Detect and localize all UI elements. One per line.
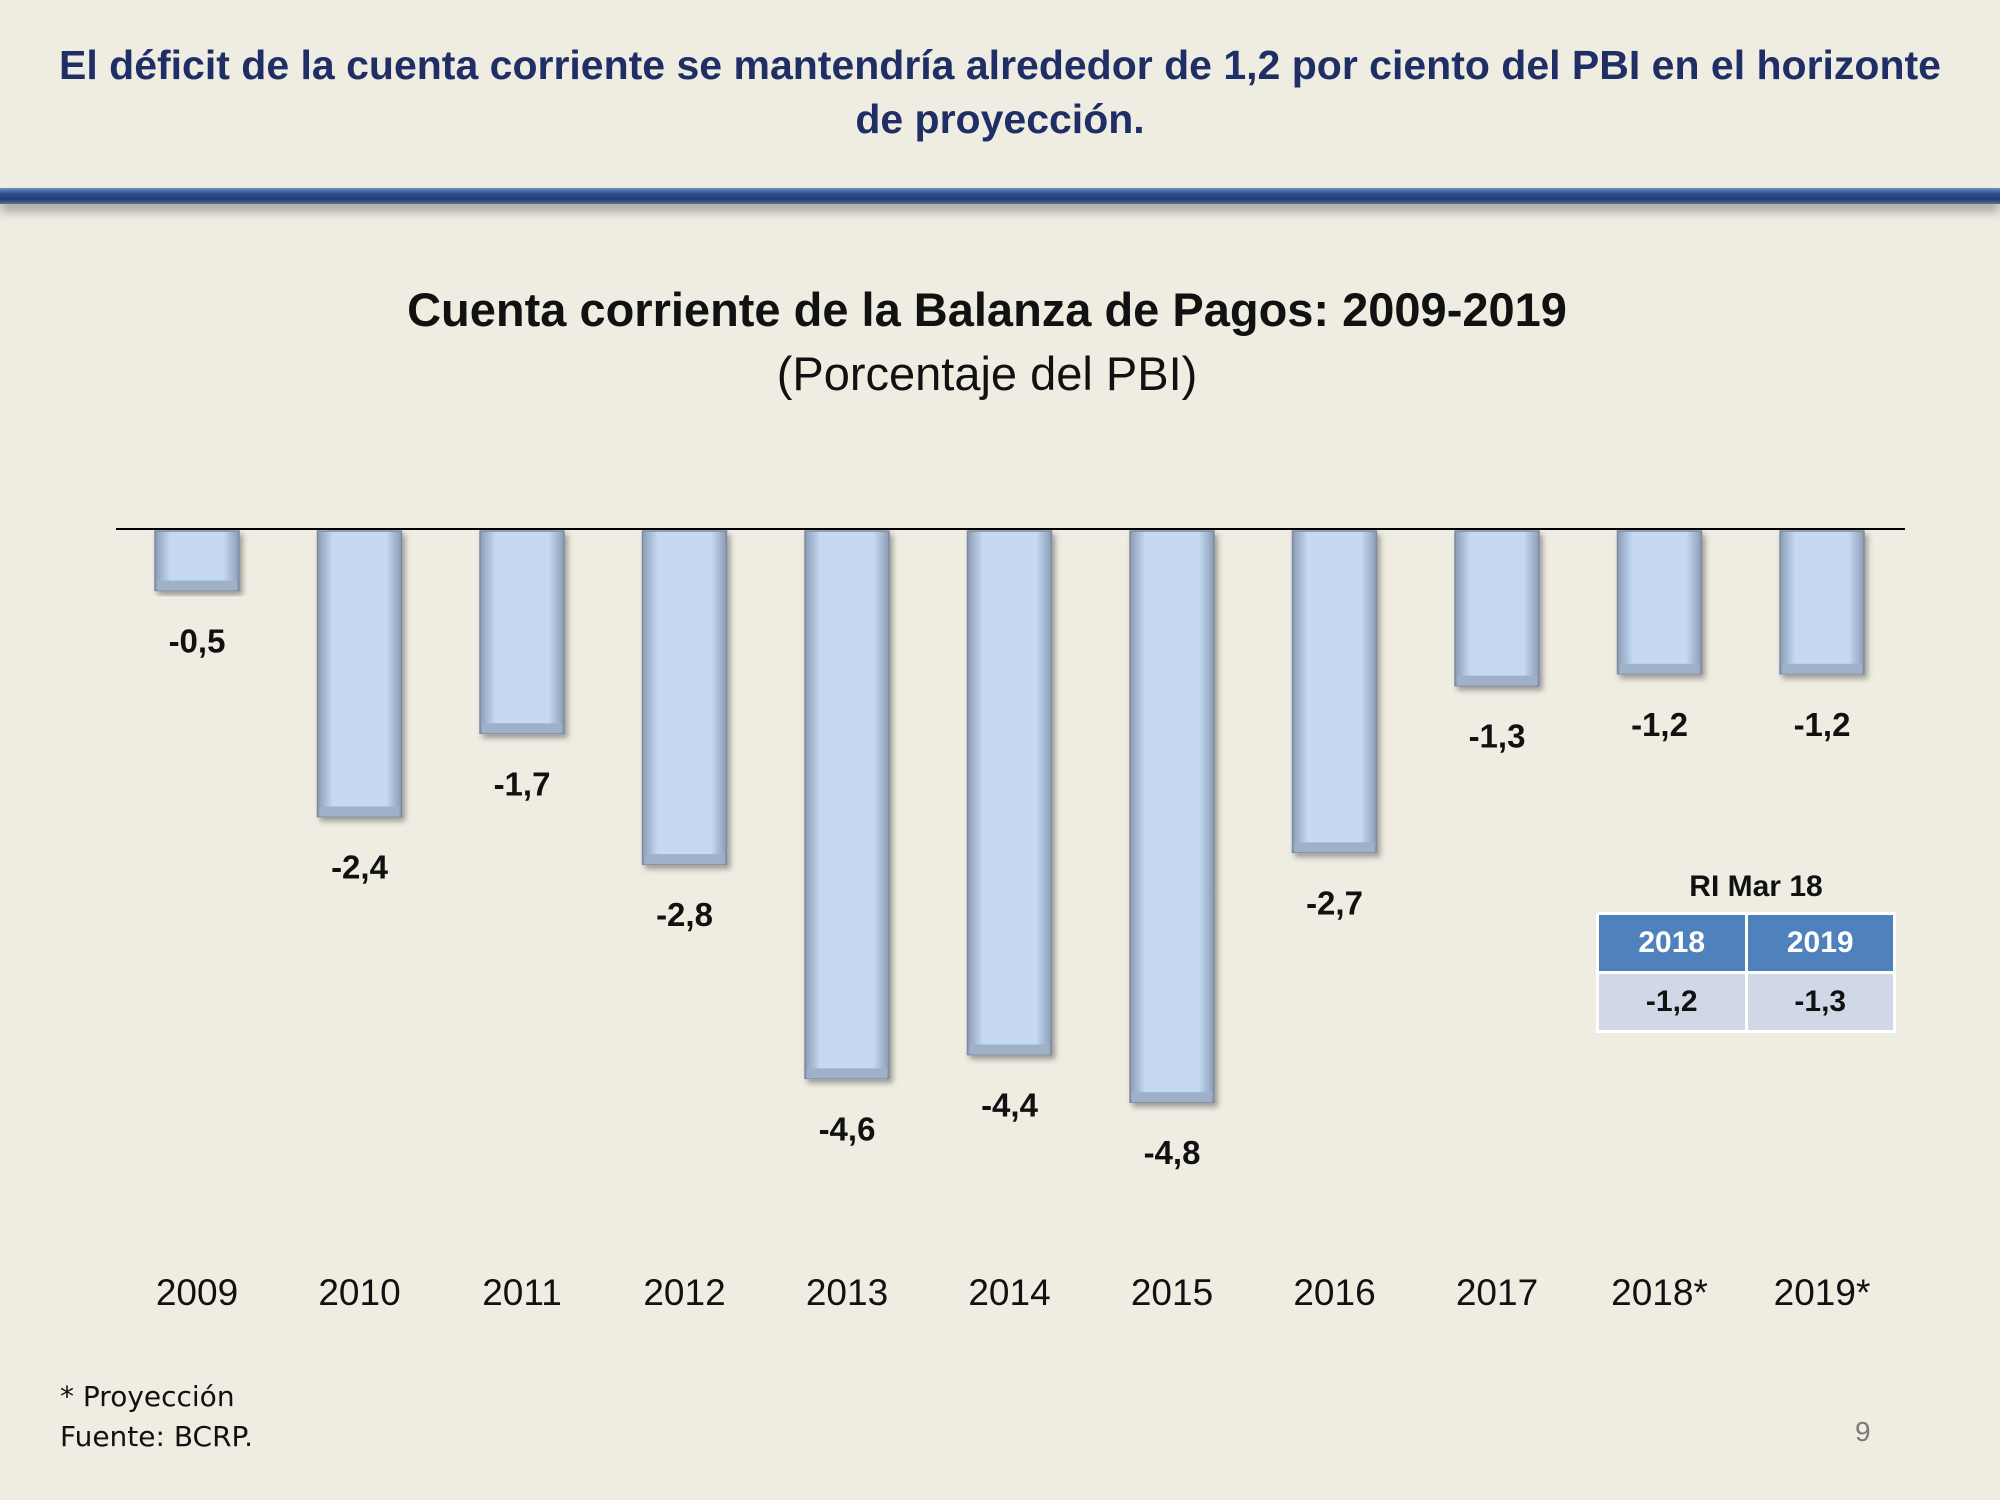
bar-2014: [966, 530, 1053, 1056]
bar-2016: [1291, 530, 1378, 854]
value-label-2010: -2,4: [331, 849, 389, 886]
bar-2010: [316, 530, 403, 818]
x-tick-label-2015: 2015: [1131, 1272, 1213, 1313]
bar-2015: [1129, 530, 1215, 1103]
bar-bevel-2014: [969, 1044, 1050, 1055]
bar-bevel-2017: [1457, 675, 1537, 686]
bar-2017: [1454, 530, 1540, 687]
value-label-2017: -1,3: [1469, 718, 1526, 755]
value-label-2011: -1,7: [494, 765, 551, 802]
value-label-2016: -2,7: [1306, 884, 1363, 921]
inset-table-row: -1,2 -1,3: [1596, 971, 1896, 1033]
bar-bevel-2009: [157, 580, 237, 591]
x-tick-label-2016: 2016: [1293, 1272, 1375, 1313]
value-label-2015: -4,8: [1144, 1134, 1201, 1171]
bar-bevel-2016: [1294, 842, 1375, 853]
chart-title: Cuenta corriente de la Balanza de Pagos:…: [407, 283, 1567, 336]
chart-subtitle: (Porcentaje del PBI): [776, 347, 1198, 400]
slide-headline: El déficit de la cuenta corriente se man…: [59, 42, 1941, 142]
header-divider: [0, 188, 2000, 204]
bar-2013: [804, 530, 890, 1080]
source-note: Fuente: BCRP.: [60, 1420, 253, 1453]
bar-bevel-2015: [1132, 1092, 1212, 1103]
bar-2012: [641, 530, 728, 865]
x-tick-label-2019*: 2019*: [1774, 1272, 1871, 1313]
value-label-2012: -2,8: [656, 896, 713, 933]
value-label-2009: -0,5: [169, 623, 226, 660]
inset-table-caption: RI Mar 18: [1689, 870, 1823, 903]
value-label-2018*: -1,2: [1631, 706, 1688, 743]
bar-bevel-2019*: [1782, 663, 1862, 674]
inset-table-header: 2019: [1744, 912, 1896, 974]
x-tick-label-2014: 2014: [968, 1272, 1050, 1313]
bar-2019*: [1779, 530, 1865, 675]
x-tick-label-2010: 2010: [318, 1272, 400, 1313]
page-number: 9: [1855, 1416, 1871, 1447]
inset-table: 2018 2019 -1,2 -1,3: [1596, 912, 1896, 1033]
inset-table-header-row: 2018 2019: [1596, 912, 1896, 974]
bar-2018*: [1616, 530, 1703, 675]
x-tick-label-2013: 2013: [806, 1272, 888, 1313]
x-tick-label-2018*: 2018*: [1611, 1272, 1708, 1313]
bar-bevel-2011: [482, 723, 562, 734]
x-tick-label-2009: 2009: [156, 1272, 238, 1313]
value-label-2019*: -1,2: [1794, 706, 1851, 743]
bar-bevel-2013: [807, 1068, 887, 1079]
x-tick-label-2017: 2017: [1456, 1272, 1538, 1313]
bar-bevel-2012: [644, 854, 725, 865]
x-tick-label-2012: 2012: [643, 1272, 725, 1313]
footnote: * Proyección: [60, 1380, 235, 1413]
value-label-2013: -4,6: [819, 1110, 876, 1147]
bar-bevel-2018*: [1619, 663, 1700, 674]
bar-2011: [479, 530, 565, 735]
x-tick-label-2011: 2011: [482, 1272, 562, 1313]
slide-header: El déficit de la cuenta corriente se man…: [0, 0, 2000, 188]
value-label-2014: -4,4: [981, 1087, 1039, 1124]
bar-bevel-2010: [319, 806, 400, 817]
inset-table-cell: -1,3: [1744, 971, 1896, 1033]
inset-table-header: 2018: [1596, 912, 1748, 974]
inset-table-cell: -1,2: [1596, 971, 1748, 1033]
